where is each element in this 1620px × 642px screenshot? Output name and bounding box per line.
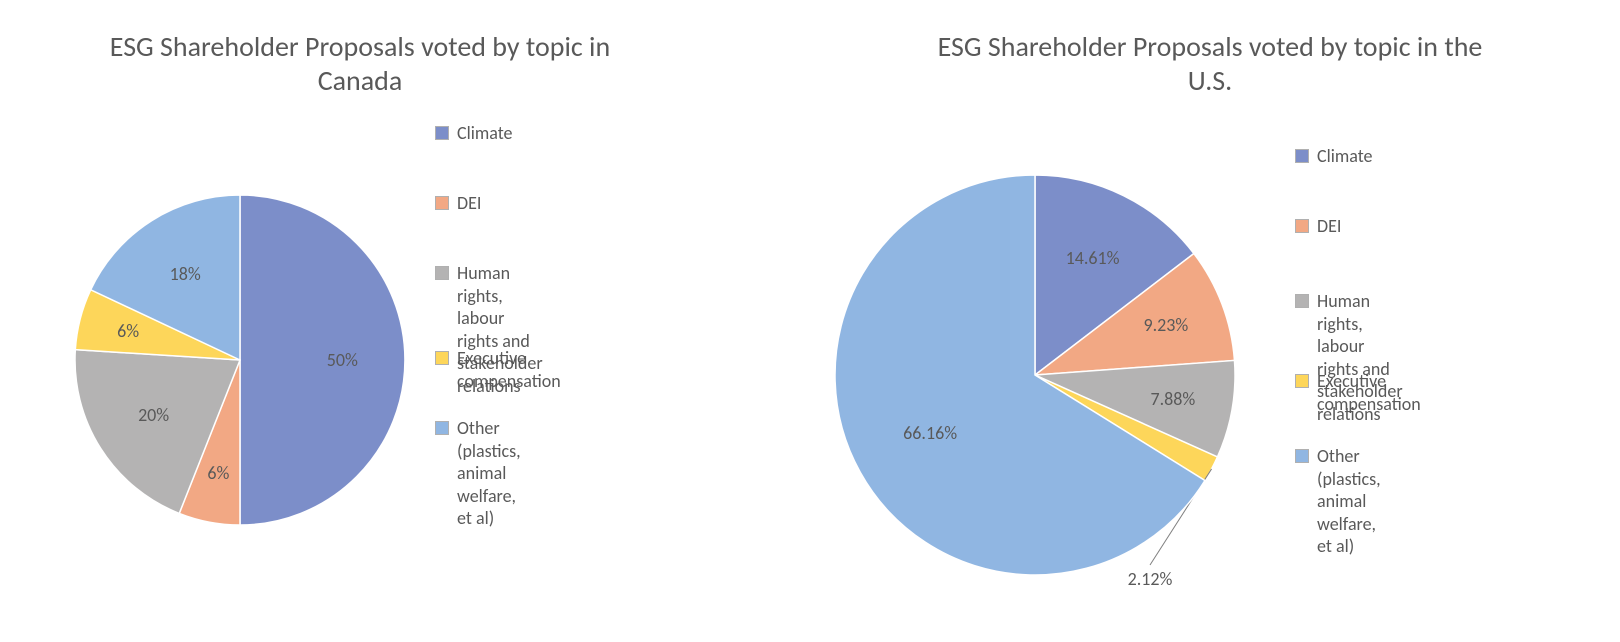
legend-item: Other (plastics, animal welfare, et al)	[435, 417, 521, 530]
slice-label: 6%	[207, 462, 229, 484]
slice-label: 9.23%	[1143, 314, 1188, 336]
legend-swatch	[435, 266, 449, 280]
chart-panel-us: ESG Shareholder Proposals voted by topic…	[810, 0, 1620, 642]
legend-label: Other (plastics, animal welfare, et al)	[1317, 445, 1381, 558]
slice-climate	[240, 195, 405, 525]
legend-item: Climate	[435, 122, 513, 145]
legend-label: Executive compensation	[1317, 370, 1421, 415]
legend-item: DEI	[1295, 215, 1341, 238]
slice-label: 6%	[117, 320, 139, 342]
legend-label: DEI	[457, 192, 481, 215]
legend-label: Other (plastics, animal welfare, et al)	[457, 417, 521, 530]
legend-item: Other (plastics, animal welfare, et al)	[1295, 445, 1381, 558]
legend-label: Executive compensation	[457, 347, 561, 392]
legend-item: Executive compensation	[435, 347, 561, 392]
legend-swatch	[1295, 149, 1309, 163]
legend-swatch	[1295, 374, 1309, 388]
legend-swatch	[1295, 294, 1309, 308]
slice-label: 20%	[138, 404, 169, 426]
pie-us	[810, 0, 1620, 642]
legend-swatch	[435, 126, 449, 140]
slice-label: 18%	[170, 263, 201, 285]
slice-label: 66.16%	[903, 422, 957, 444]
chart-container: ESG Shareholder Proposals voted by topic…	[0, 0, 1620, 642]
slice-label: 14.61%	[1066, 247, 1120, 269]
legend-swatch	[435, 421, 449, 435]
legend-item: DEI	[435, 192, 481, 215]
slice-label: 2.12%	[1128, 568, 1173, 590]
legend-item: Climate	[1295, 145, 1373, 168]
legend-label: Climate	[457, 122, 513, 145]
legend-label: DEI	[1317, 215, 1341, 238]
legend-swatch	[435, 196, 449, 210]
slice-label: 50%	[327, 349, 358, 371]
legend-label: Climate	[1317, 145, 1373, 168]
legend-item: Executive compensation	[1295, 370, 1421, 415]
legend-swatch	[435, 351, 449, 365]
slice-label: 7.88%	[1150, 388, 1195, 410]
legend-swatch	[1295, 449, 1309, 463]
legend-swatch	[1295, 219, 1309, 233]
chart-panel-canada: ESG Shareholder Proposals voted by topic…	[0, 0, 810, 642]
